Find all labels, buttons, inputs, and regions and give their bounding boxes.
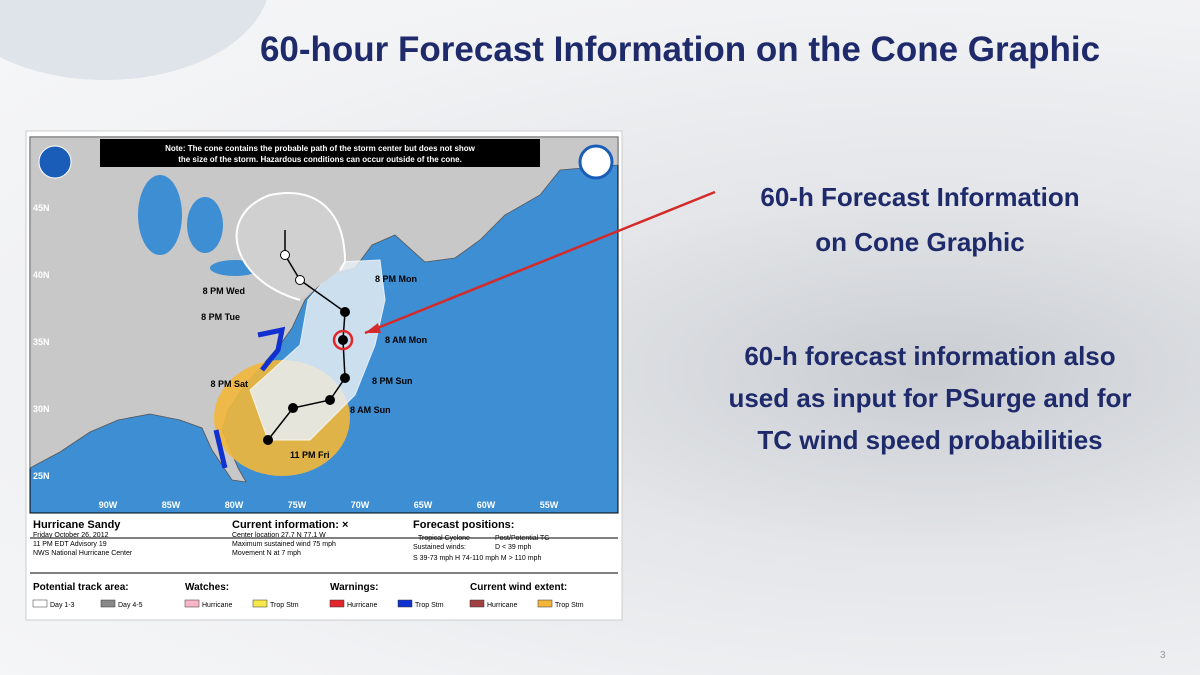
page-number: 3 <box>1160 650 1166 661</box>
note-line: the size of the storm. Hazardous conditi… <box>178 155 462 164</box>
legend-label: Day 1-3 <box>50 602 75 609</box>
legend-swatch <box>252 599 268 608</box>
forecast-positions: D < 39 mph <box>495 544 531 551</box>
warning-coast <box>257 326 286 372</box>
forecast-point <box>340 307 350 317</box>
legend-swatch <box>100 599 116 608</box>
forecast-point <box>263 435 273 445</box>
storm-info: 11 PM EDT Advisory 19 <box>33 541 107 548</box>
note-box <box>100 139 540 167</box>
forecast-point <box>280 250 290 260</box>
noaa-logo <box>38 145 72 179</box>
legend-swatch <box>537 599 553 608</box>
latitude-label: 40N <box>33 270 50 280</box>
current-info: Current information: × <box>232 519 348 531</box>
forecast-label: 8 PM Mon <box>375 274 417 284</box>
body-line: used as input for PSurge and for <box>728 383 1132 413</box>
longitude-label: 85W <box>162 500 181 510</box>
callout: 60-h Forecast Information on Cone Graphi… <box>690 175 1150 265</box>
warning-coast <box>213 429 228 469</box>
forecast-positions: Sustained winds: <box>413 544 466 551</box>
legend-label: Hurricane <box>347 602 377 609</box>
forecast-positions: Post/Potential TC <box>495 535 549 542</box>
longitude-label: 80W <box>225 500 244 510</box>
lake <box>187 197 223 253</box>
forecast-label: 11 PM Fri <box>290 450 330 460</box>
current-info: Movement N at 7 mph <box>232 550 301 557</box>
cone-day4-5 <box>235 192 347 301</box>
body-text: 60-h forecast information also used as i… <box>660 335 1200 461</box>
forecast-point <box>295 275 305 285</box>
cone-day1-3 <box>249 259 386 441</box>
longitude-label: 90W <box>99 500 118 510</box>
legend-label: Trop Stm <box>415 602 444 609</box>
legend-label: Trop Stm <box>270 602 299 609</box>
longitude-label: 55W <box>540 500 559 510</box>
storm-info: NWS National Hurricane Center <box>33 550 133 557</box>
legend-label: Trop Stm <box>555 602 584 609</box>
legend-label: Hurricane <box>202 602 232 609</box>
forecast-label: 8 PM Wed <box>203 286 245 296</box>
forecast-label: 8 PM Sat <box>210 379 248 389</box>
legend-swatch <box>32 599 48 608</box>
body-line: 60-h forecast information also <box>744 341 1116 371</box>
legend-swatch <box>469 599 485 608</box>
forecast-label: 8 AM Mon <box>385 335 427 345</box>
callout-arrow <box>364 190 716 335</box>
note-line: Note: The cone contains the probable pat… <box>165 144 476 153</box>
slide-title: 60-hour Forecast Information on the Cone… <box>259 30 1101 69</box>
longitude-label: 65W <box>414 500 433 510</box>
arrow-head <box>365 323 381 333</box>
current-info: Center location 27.7 N 77.1 W <box>232 532 326 539</box>
legend-swatch <box>184 599 200 608</box>
storm-info: Hurricane Sandy <box>33 519 121 531</box>
latitude-label: 25N <box>33 471 50 481</box>
forecast-point <box>340 373 350 383</box>
highlight-circle <box>332 329 354 351</box>
forecast-label: 8 AM Sun <box>350 405 391 415</box>
legend-heading: Watches: <box>185 582 229 593</box>
callout-line: on Cone Graphic <box>815 227 1025 257</box>
legend-heading: Warnings: <box>330 582 379 593</box>
legend-label: Day 4-5 <box>118 602 143 609</box>
longitude-label: 60W <box>477 500 496 510</box>
legend-heading: Current wind extent: <box>470 582 567 593</box>
forecast-label: 8 PM Tue <box>201 312 240 322</box>
legend-swatch <box>397 599 413 608</box>
latitude-label: 45N <box>33 203 50 213</box>
forecast-point <box>325 395 335 405</box>
callout-line: 60-h Forecast Information <box>760 182 1080 212</box>
longitude-label: 70W <box>351 500 370 510</box>
forecast-positions: Forecast positions: <box>413 519 514 531</box>
body-line: TC wind speed probabilities <box>757 425 1103 455</box>
legend-heading: Potential track area: <box>33 582 129 593</box>
forecast-positions: S 39-73 mph H 74-110 mph M > 110 mph <box>413 555 541 562</box>
current-info: Maximum sustained wind 75 mph <box>232 541 336 548</box>
legend-swatch <box>329 599 345 608</box>
forecast-positions: Tropical Cyclone <box>418 535 470 542</box>
nws-logo <box>578 144 614 180</box>
storm-info: Friday October 26, 2012 <box>33 532 109 539</box>
longitude-label: 75W <box>288 500 307 510</box>
lake <box>138 175 182 255</box>
latitude-label: 30N <box>33 404 50 414</box>
forecast-label: 8 PM Sun <box>372 376 413 386</box>
forecast-point <box>338 335 348 345</box>
legend-label: Hurricane <box>487 602 517 609</box>
latitude-label: 35N <box>33 337 50 347</box>
forecast-point <box>288 403 298 413</box>
